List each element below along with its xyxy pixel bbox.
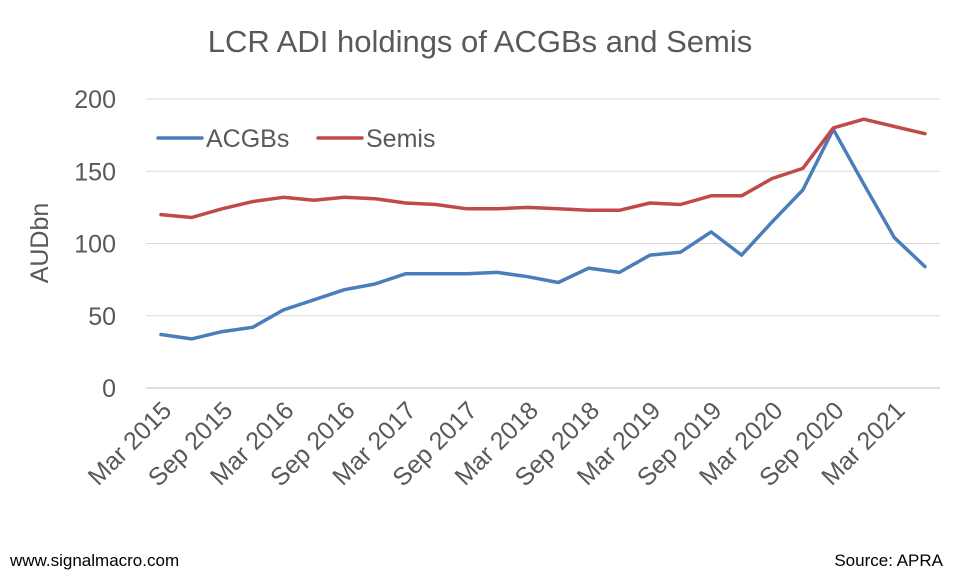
source-note: Source: APRA	[834, 551, 943, 570]
website-credit: www.signalmacro.com	[10, 551, 180, 570]
legend-label-semis: Semis	[366, 125, 435, 153]
legend-label-acgbs: ACGBs	[206, 125, 289, 153]
chart-title: LCR ADI holdings of ACGBs and Semis	[208, 24, 752, 59]
series-line-semis	[159, 117, 927, 220]
y-tick-label: 200	[74, 86, 116, 114]
y-tick-label: 0	[102, 375, 116, 403]
y-tick-label: 100	[74, 231, 116, 259]
gridlines	[146, 98, 940, 389]
y-tick-label: 50	[88, 303, 116, 331]
legend: ACGBs Semis	[156, 125, 435, 153]
y-axis-label: AUDbn	[26, 203, 54, 284]
series-line-acgbs	[159, 127, 927, 341]
y-tick-labels: 0 50 100 150 200	[74, 86, 116, 403]
series-lines	[159, 117, 927, 341]
y-tick-label: 150	[74, 158, 116, 186]
